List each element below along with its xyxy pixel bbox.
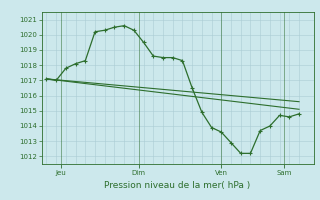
X-axis label: Pression niveau de la mer( hPa ): Pression niveau de la mer( hPa ) [104,181,251,190]
